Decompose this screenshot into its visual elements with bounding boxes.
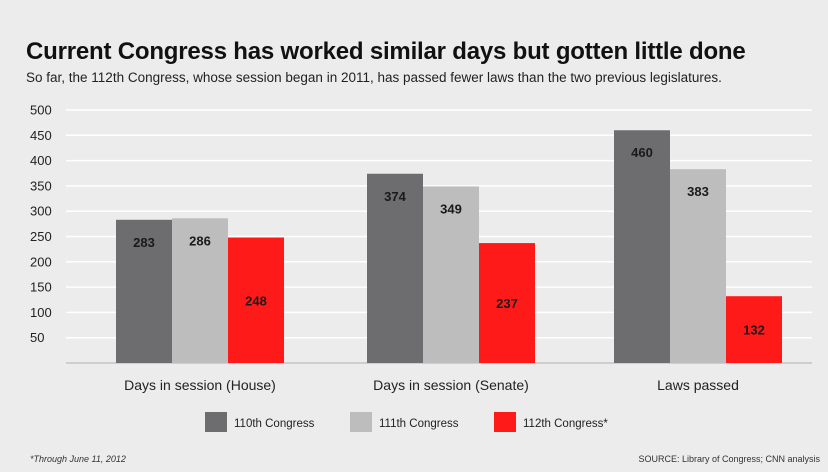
bar: [172, 218, 228, 363]
legend-label: 112th Congress*: [523, 418, 608, 430]
y-tick-label: 400: [30, 153, 52, 168]
bar: [479, 243, 535, 363]
bar: [228, 237, 284, 363]
legend-label: 111th Congress: [379, 418, 459, 430]
bar: [367, 173, 423, 363]
x-category-label: Laws passed: [657, 377, 739, 393]
bar: [614, 130, 670, 363]
bar-data-label: 237: [496, 296, 518, 311]
y-tick-label: 500: [30, 103, 52, 118]
y-tick-label: 50: [30, 330, 44, 345]
legend-swatch: [494, 412, 516, 432]
legend-swatch: [350, 412, 372, 432]
y-tick-label: 150: [30, 280, 52, 295]
x-category-label: Days in session (House): [124, 377, 276, 393]
bar-data-label: 283: [133, 235, 155, 250]
bar-data-label: 132: [743, 323, 765, 338]
bar: [670, 169, 726, 363]
y-tick-label: 200: [30, 254, 52, 269]
legend-swatch: [205, 412, 227, 432]
y-tick-label: 450: [30, 128, 52, 143]
y-tick-label: 250: [30, 229, 52, 244]
bar: [423, 186, 479, 363]
chart-title: Current Congress has worked similar days…: [26, 38, 746, 65]
y-tick-label: 100: [30, 305, 52, 320]
x-category-label: Days in session (Senate): [373, 377, 529, 393]
chart-subtitle: So far, the 112th Congress, whose sessio…: [26, 70, 722, 85]
bar-data-label: 383: [687, 184, 709, 199]
bar-data-label: 286: [189, 233, 211, 248]
y-tick-label: 300: [30, 204, 52, 219]
source-note: SOURCE: Library of Congress; CNN analysi…: [638, 454, 820, 464]
bar: [726, 296, 782, 363]
bar-data-label: 248: [245, 293, 267, 308]
bar: [116, 219, 172, 363]
bar-data-label: 349: [440, 201, 462, 216]
footnote: *Through June 11, 2012: [30, 454, 126, 464]
bar-data-label: 374: [384, 189, 406, 204]
legend-label: 110th Congress: [234, 418, 315, 430]
bar-data-label: 460: [631, 145, 653, 160]
y-tick-label: 350: [30, 178, 52, 193]
